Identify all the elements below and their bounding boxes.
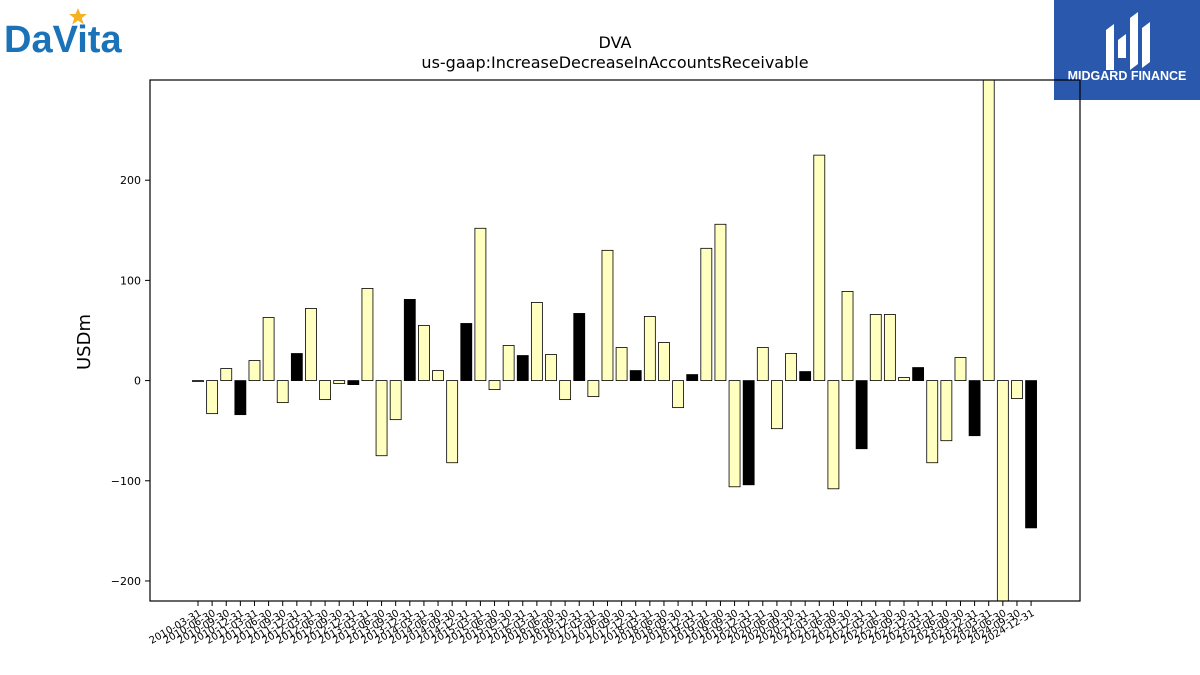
bar-2011-09-30 [276,380,289,404]
bar-2019-12-31 [742,380,755,486]
bar-2018-12-31 [686,374,699,381]
bar-2014-09-30 [446,380,459,464]
y-axis-label: USDm [74,314,95,370]
bar-2021-12-31 [855,380,868,450]
bar-2022-03-31 [869,314,882,381]
bar-2023-03-31 [926,380,939,464]
x-axis-ticks: 2010-03-312010-06-302010-09-302010-12-31… [148,601,1037,647]
bar-2018-03-31 [643,316,656,381]
bar-2012-06-30 [319,380,331,401]
bar-2016-09-30 [559,380,572,401]
midgard-logo-background [1054,0,1200,100]
midgard-logo-text: MIDGARD FINANCE [1068,69,1187,83]
bar-2015-03-31 [474,227,487,381]
bar-2024-12-31 [1025,380,1037,529]
bar-2017-06-30 [601,249,614,381]
y-tick-label: −200 [111,575,141,588]
bar-2012-09-30 [333,380,346,384]
star-icon [69,8,87,25]
y-tick-label: 0 [134,375,141,388]
bar-2018-09-30 [672,380,684,409]
y-tick-label: −100 [111,475,141,488]
bar-2019-03-31 [700,247,713,381]
bar-2013-09-30 [389,380,402,421]
bar-2020-09-30 [785,353,797,381]
bar-2014-12-31 [460,323,473,381]
plot-frame [149,79,1081,602]
bar-2024-09-30 [1011,380,1023,400]
bar-2014-06-30 [432,370,444,381]
chart-subtitle: us-gaap:IncreaseDecreaseInAccountsReceiv… [421,53,808,72]
bar-2011-12-31 [290,353,303,381]
bar-2015-09-30 [502,345,515,381]
bar-2017-03-31 [587,380,600,398]
bar-2024-06-30 [996,380,1009,602]
bar-2016-06-30 [545,354,557,381]
bar-2014-03-31 [418,325,430,381]
bar-2015-06-30 [488,380,501,390]
bar-2020-06-30 [771,380,783,430]
bar-2024-03-31 [982,79,995,381]
midgard-mark-icon [1106,12,1150,70]
bar-2019-06-30 [714,223,727,381]
bar-2021-06-30 [827,380,840,490]
bar-2010-09-30 [220,368,233,381]
bar-2013-12-31 [403,299,416,381]
bar-2022-12-31 [912,367,925,381]
bar-2023-06-30 [940,380,953,442]
bar-2013-03-31 [361,287,374,381]
bar-2012-12-31 [347,380,360,385]
bar-2020-12-31 [799,371,812,381]
bar-2017-12-31 [629,370,642,381]
bar-2013-06-30 [375,380,388,457]
y-tick-label: 200 [120,174,141,187]
bar-2021-09-30 [841,291,854,381]
bar-2021-03-31 [813,154,826,381]
bars-group [192,79,1037,602]
bar-2023-09-30 [954,357,967,381]
bar-2016-12-31 [573,313,586,381]
bar-2022-06-30 [883,314,896,381]
davita-logo: DaVita [4,4,144,61]
bar-2016-03-31 [530,302,543,381]
bar-2017-09-30 [615,347,628,381]
bar-2010-12-31 [234,380,247,416]
bar-2010-03-31 [192,380,204,382]
bar-2023-12-31 [968,380,981,437]
bar-2019-09-30 [728,380,741,488]
bar-2015-12-31 [516,355,529,381]
bar-2011-03-31 [248,360,261,381]
bar-2018-06-30 [658,342,670,381]
y-axis-ticks: −200 −100 0 100 200 [111,174,150,588]
y-tick-label: 100 [120,274,141,287]
davita-logo-text: DaVita [4,19,122,60]
bar-2022-09-30 [898,377,910,381]
bar-2012-03-31 [305,308,317,381]
bar-2020-03-31 [756,347,769,381]
bar-2010-06-30 [206,380,219,415]
chart-title: DVA [599,33,632,52]
bar-2011-06-30 [262,317,275,381]
midgard-finance-logo: MIDGARD FINANCE [1054,0,1200,100]
